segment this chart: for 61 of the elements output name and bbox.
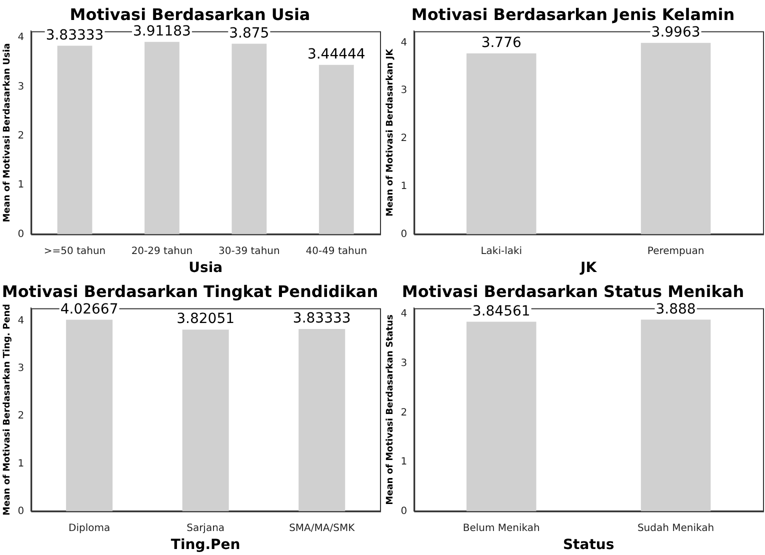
data-label: 4.02667	[60, 301, 118, 318]
y-tick-label: 3	[18, 363, 24, 374]
y-tick-label: 1	[18, 180, 24, 191]
y-axis-title: Mean of Motivasi Berdasarkan Ting. Pend	[2, 304, 13, 516]
x-tick-label: Belum Menikah	[462, 522, 540, 534]
x-tick-label: Perempuan	[647, 246, 704, 257]
chart-title: Motivasi Berdasarkan Status Menikah	[402, 282, 744, 301]
y-tick-label: 3	[400, 358, 408, 369]
chart-title: Motivasi Berdasarkan Usia	[70, 4, 310, 24]
bar	[318, 64, 354, 234]
data-label: 3.84561	[472, 303, 530, 320]
y-tick-label: 2	[18, 410, 24, 422]
data-label: 3.9963	[651, 24, 700, 41]
data-label: 3.888	[656, 301, 696, 318]
y-tick-label: 1	[18, 458, 24, 470]
y-tick-label: 0	[400, 506, 408, 517]
y-tick-label: 3	[18, 81, 24, 92]
bar	[144, 42, 180, 234]
x-tick-label: >=50 tahun	[44, 246, 106, 257]
bar	[66, 320, 113, 512]
y-tick-label: 1	[400, 456, 408, 468]
y-tick-label: 0	[400, 228, 408, 240]
x-tick-label: Sarjana	[186, 522, 225, 534]
y-axis-title: Mean of Motivasi Berdasarkan JK	[386, 48, 396, 217]
x-axis-title: Ting.Pen	[170, 537, 240, 554]
bar	[57, 46, 92, 234]
y-axis-title: Mean of Motivasi Berdasarkan Usia	[2, 43, 13, 222]
x-tick-label: 40-49 tahun	[306, 246, 368, 257]
data-label: 3.83333	[46, 27, 104, 44]
chart-title: Motivasi Berdasarkan Tingkat Pendidikan	[2, 282, 378, 301]
x-axis-title: Usia	[188, 260, 223, 276]
y-tick-label: 0	[18, 228, 24, 240]
x-tick-label: 20-29 tahun	[131, 246, 193, 257]
data-label: 3.776	[481, 35, 522, 52]
y-tick-label: 4	[400, 37, 408, 48]
data-label: 3.875	[229, 25, 270, 42]
bar	[182, 330, 229, 512]
y-tick-label: 4	[18, 32, 24, 44]
bar	[298, 328, 346, 512]
y-tick-label: 4	[400, 308, 408, 320]
y-tick-label: 3	[400, 85, 408, 96]
data-label: 3.82051	[176, 311, 235, 328]
y-tick-label: 2	[18, 130, 24, 142]
chart-title: Motivasi Berdasarkan Jenis Kelamin	[411, 4, 735, 24]
y-tick-label: 0	[18, 506, 24, 517]
x-tick-label: Diploma	[68, 522, 110, 534]
y-tick-label: 2	[400, 407, 408, 418]
data-label: 3.44444	[307, 46, 366, 63]
data-label: 3.91183	[133, 24, 191, 40]
bar	[232, 44, 267, 234]
x-tick-label: Laki-laki	[480, 246, 522, 257]
x-axis-title: JK	[580, 260, 598, 276]
y-axis-title: Mean of Motivasi Berdasarkan Status	[386, 314, 396, 505]
x-axis-title: Status	[562, 537, 614, 554]
x-tick-label: Sudah Menikah	[637, 522, 714, 534]
data-label: 3.83333	[292, 310, 351, 327]
x-tick-label: 30-39 tahun	[218, 246, 280, 257]
y-tick-label: 1	[400, 180, 408, 192]
x-tick-label: SMA/MA/SMK	[289, 522, 356, 534]
y-tick-label: 2	[400, 133, 408, 144]
y-tick-label: 4	[18, 316, 24, 327]
